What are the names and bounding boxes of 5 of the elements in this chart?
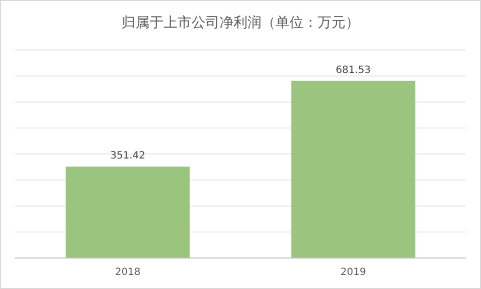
data-label: 351.42 (110, 150, 146, 162)
x-tick-label: 2018 (115, 267, 140, 278)
data-label: 681.53 (336, 64, 371, 76)
chart-title: 归属于上市公司净利润（单位：万元） (122, 15, 360, 31)
x-tick-label: 2019 (340, 267, 366, 278)
